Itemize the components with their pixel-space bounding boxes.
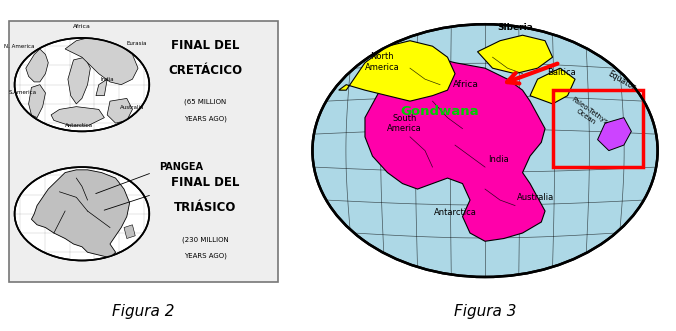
Polygon shape [598,118,631,151]
Text: (230 MILLION: (230 MILLION [182,236,228,243]
Text: Australia: Australia [517,193,554,202]
Text: YEARS AGO): YEARS AGO) [184,116,227,122]
Circle shape [312,24,658,277]
Polygon shape [51,107,104,126]
Ellipse shape [15,167,149,260]
Polygon shape [68,57,91,104]
Text: India: India [100,76,114,81]
Text: YEARS AGO): YEARS AGO) [184,253,227,259]
Text: S.America: S.America [9,90,37,95]
Text: CRETÁCICO: CRETÁCICO [168,64,243,77]
Text: Baltica: Baltica [548,68,577,77]
Text: Australia: Australia [120,105,145,111]
Polygon shape [339,41,455,101]
Polygon shape [26,49,48,82]
Text: India: India [488,155,508,164]
Text: PANGEA: PANGEA [159,162,203,172]
Polygon shape [124,225,135,239]
Bar [552,90,643,167]
Text: N. America: N. America [3,44,34,49]
Text: North
America: North America [364,52,400,71]
Polygon shape [31,170,130,258]
Text: FINAL DEL: FINAL DEL [171,39,239,52]
Polygon shape [96,79,107,96]
Text: Paleo-Tethys
Ocean: Paleo-Tethys Ocean [567,96,609,131]
Text: Eurasia: Eurasia [126,41,147,46]
Text: Antarctica: Antarctica [433,208,477,217]
Text: Figura 2: Figura 2 [112,304,175,319]
Ellipse shape [15,38,149,131]
Text: South
America: South America [387,114,422,133]
Text: Africa: Africa [454,80,479,89]
Polygon shape [28,85,45,118]
Text: FINAL DEL: FINAL DEL [171,176,239,189]
Polygon shape [65,38,138,85]
Polygon shape [107,98,132,123]
Text: TRIÁSICO: TRIÁSICO [174,201,237,214]
Text: Siberia: Siberia [497,23,533,32]
Text: (65 MILLION: (65 MILLION [185,99,226,105]
Text: Antarctica: Antarctica [65,123,93,128]
Polygon shape [477,35,552,74]
Text: Equator: Equator [606,69,637,92]
Text: Figura 3: Figura 3 [454,304,516,319]
Polygon shape [365,57,545,241]
Text: Africa: Africa [73,24,91,29]
Polygon shape [530,68,575,104]
Text: Gondwana: Gondwana [401,105,479,118]
